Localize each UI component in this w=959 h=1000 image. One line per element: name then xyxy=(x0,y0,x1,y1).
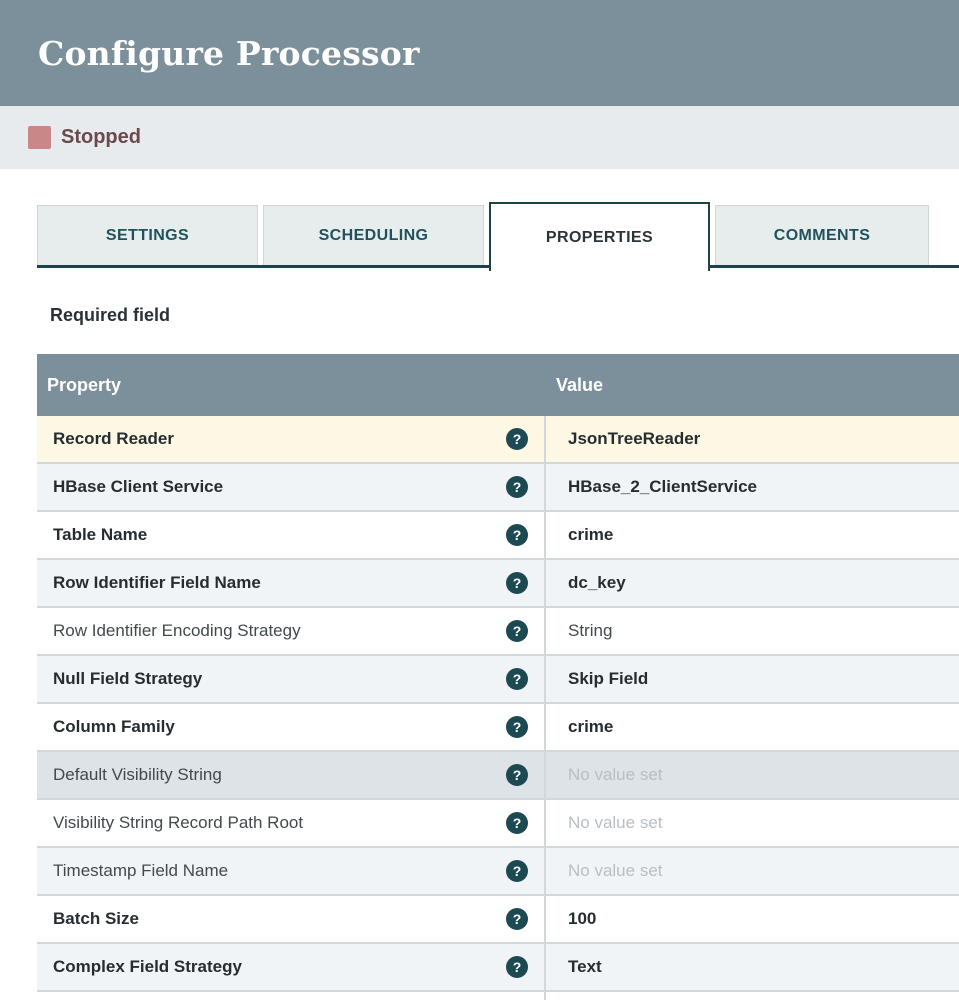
property-value[interactable]: dc_key xyxy=(568,573,626,592)
properties-table-body: Record Reader ? JsonTreeReader HBase Cli… xyxy=(37,416,959,992)
property-name: HBase Client Service xyxy=(53,477,224,496)
help-icon[interactable]: ? xyxy=(506,812,528,834)
status-bar: Stopped xyxy=(0,106,959,169)
property-value[interactable]: crime xyxy=(568,525,614,544)
help-icon[interactable]: ? xyxy=(506,476,528,498)
property-name: Table Name xyxy=(53,525,148,544)
help-icon[interactable]: ? xyxy=(506,668,528,690)
help-icon[interactable]: ? xyxy=(506,524,528,546)
tab-properties-label: PROPERTIES xyxy=(545,228,654,246)
property-name: Timestamp Field Name xyxy=(53,861,229,880)
property-value[interactable]: crime xyxy=(568,717,614,736)
table-row[interactable]: Record Reader ? JsonTreeReader xyxy=(37,416,959,464)
required-field-label: Required field xyxy=(50,305,171,325)
property-value[interactable]: String xyxy=(568,621,613,640)
table-row[interactable]: Complex Field Strategy ? Text xyxy=(37,944,959,992)
property-name: Batch Size xyxy=(53,909,139,928)
table-row[interactable]: Row Identifier Encoding Strategy ? Strin… xyxy=(37,608,959,656)
properties-table: Property Value Record Reader ? JsonTreeR… xyxy=(37,354,959,1000)
table-row[interactable]: Row Identifier Field Name ? dc_key xyxy=(37,560,959,608)
dialog-title: Configure Processor xyxy=(38,33,420,73)
tab-scheduling-label: SCHEDULING xyxy=(318,226,429,244)
stopped-status-icon xyxy=(28,126,51,149)
property-name: Row Identifier Encoding Strategy xyxy=(53,621,301,640)
property-name: Record Reader xyxy=(53,429,174,448)
property-value[interactable]: JsonTreeReader xyxy=(568,429,701,448)
property-name: Row Identifier Field Name xyxy=(53,573,261,592)
tab-settings-label: SETTINGS xyxy=(105,226,190,244)
status-label: Stopped xyxy=(61,126,141,148)
column-header-property: Property xyxy=(47,374,122,395)
help-icon[interactable]: ? xyxy=(506,716,528,738)
property-value[interactable]: No value set xyxy=(568,861,663,880)
help-icon[interactable]: ? xyxy=(506,620,528,642)
tab-comments-label: COMMENTS xyxy=(773,226,871,244)
tab-scheduling[interactable]: SCHEDULING xyxy=(263,205,484,265)
property-name: Column Family xyxy=(53,717,175,736)
table-row[interactable]: Table Name ? crime xyxy=(37,512,959,560)
help-icon[interactable]: ? xyxy=(506,860,528,882)
column-header-value: Value xyxy=(556,374,604,395)
property-value[interactable]: No value set xyxy=(568,813,663,832)
property-value[interactable]: Skip Field xyxy=(568,669,649,688)
table-row[interactable]: Column Family ? crime xyxy=(37,704,959,752)
table-row[interactable]: HBase Client Service ? HBase_2_ClientSer… xyxy=(37,464,959,512)
property-name: Complex Field Strategy xyxy=(53,957,242,976)
property-value[interactable]: Text xyxy=(568,957,602,976)
tab-properties[interactable]: PROPERTIES xyxy=(489,202,710,271)
property-value[interactable]: 100 xyxy=(568,909,597,928)
table-row[interactable]: Default Visibility String ? No value set xyxy=(37,752,959,800)
property-value[interactable]: HBase_2_ClientService xyxy=(568,477,758,496)
property-name: Default Visibility String xyxy=(53,765,222,784)
table-row[interactable]: Visibility String Record Path Root ? No … xyxy=(37,800,959,848)
properties-table-header: Property Value xyxy=(37,354,959,416)
help-icon[interactable]: ? xyxy=(506,428,528,450)
help-icon[interactable]: ? xyxy=(506,908,528,930)
table-row[interactable]: Batch Size ? 100 xyxy=(37,896,959,944)
table-row-partial xyxy=(37,992,959,1000)
tab-comments[interactable]: COMMENTS xyxy=(715,205,929,265)
help-icon[interactable]: ? xyxy=(506,572,528,594)
property-name: Visibility String Record Path Root xyxy=(53,813,304,832)
help-icon[interactable]: ? xyxy=(506,764,528,786)
table-row[interactable]: Null Field Strategy ? Skip Field xyxy=(37,656,959,704)
property-value[interactable]: No value set xyxy=(568,765,663,784)
help-icon[interactable]: ? xyxy=(506,956,528,978)
tab-settings[interactable]: SETTINGS xyxy=(37,205,258,265)
table-row[interactable]: Timestamp Field Name ? No value set xyxy=(37,848,959,896)
property-name: Null Field Strategy xyxy=(53,669,203,688)
dialog-header: Configure Processor xyxy=(0,0,959,106)
